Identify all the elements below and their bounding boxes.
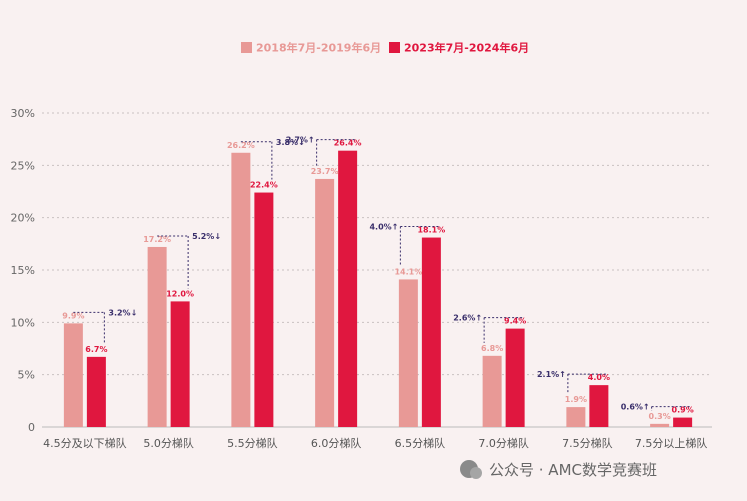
data-label-series-2: 9.4% <box>504 317 526 326</box>
bar-series-2 <box>589 385 609 427</box>
bar-series-1 <box>566 407 586 427</box>
wechat-icon <box>470 467 482 479</box>
x-tick-label: 5.0分梯队 <box>143 436 194 450</box>
y-tick-label: 15% <box>11 264 35 277</box>
data-label-series-2: 18.1% <box>417 226 445 235</box>
bar-series-1 <box>147 246 167 427</box>
bar-series-2 <box>170 301 190 427</box>
bar-series-2 <box>421 237 441 427</box>
data-label-series-2: 12.0% <box>166 289 194 298</box>
bar-series-1 <box>650 423 670 427</box>
change-label: 5.2%↓ <box>192 232 221 241</box>
legend-label-series-1: 2018年7月-2019年6月 <box>256 41 381 55</box>
x-tick-label: 4.5分及以下梯队 <box>43 436 127 450</box>
data-label-series-1: 14.1% <box>394 267 422 276</box>
change-label: 2.7%↑ <box>286 136 315 145</box>
bar-series-2 <box>86 356 106 427</box>
x-tick-label: 7.0分梯队 <box>478 436 529 450</box>
data-label-series-1: 6.8% <box>481 344 503 353</box>
change-label: 3.8%↓ <box>276 138 305 147</box>
data-label-series-2: 26.4% <box>334 139 362 148</box>
data-label-series-1: 17.2% <box>143 235 171 244</box>
data-label-series-1: 0.3% <box>649 412 671 421</box>
y-tick-label: 5% <box>18 369 35 382</box>
x-tick-label: 6.5分梯队 <box>395 436 446 450</box>
data-label-series-2: 22.4% <box>250 181 278 190</box>
data-label-series-2: 0.9% <box>672 406 694 415</box>
bar-series-2 <box>505 328 525 427</box>
bar-series-1 <box>63 323 83 427</box>
data-label-series-1: 1.9% <box>565 395 587 404</box>
legend-label-series-2: 2023年7月-2024年6月 <box>404 41 529 55</box>
legend-swatch-series-2 <box>389 42 400 53</box>
x-tick-label: 7.5分梯队 <box>562 436 613 450</box>
bar-series-2 <box>673 417 693 427</box>
change-label: 3.2%↓ <box>108 308 137 317</box>
bar-series-2 <box>338 150 358 427</box>
bar-series-1 <box>231 152 251 428</box>
legend-swatch-series-1 <box>241 42 252 53</box>
watermark-text: 公众号 · AMC数学竞赛班 <box>489 461 657 479</box>
change-label: 2.6%↑ <box>453 314 482 323</box>
data-label-series-2: 6.7% <box>85 345 107 354</box>
data-label-series-1: 9.9% <box>62 311 84 320</box>
bar-series-1 <box>398 279 418 427</box>
x-tick-label: 6.0分梯队 <box>311 436 362 450</box>
data-label-series-1: 23.7% <box>311 167 339 176</box>
x-tick-label: 7.5分以上梯队 <box>635 436 708 450</box>
y-tick-label: 0 <box>28 421 35 434</box>
change-label: 2.1%↑ <box>537 370 566 379</box>
y-tick-label: 30% <box>11 107 35 120</box>
change-label: 4.0%↑ <box>369 223 398 232</box>
data-label-series-2: 4.0% <box>588 373 610 382</box>
y-tick-label: 10% <box>11 316 35 329</box>
y-tick-label: 20% <box>11 212 35 225</box>
bar-series-2 <box>254 192 274 427</box>
x-tick-label: 5.5分梯队 <box>227 436 278 450</box>
bar-series-1 <box>315 178 335 427</box>
bar-series-1 <box>482 355 502 427</box>
data-label-series-1: 26.2% <box>227 141 255 150</box>
change-label: 0.6%↑ <box>621 403 650 412</box>
y-tick-label: 25% <box>11 159 35 172</box>
